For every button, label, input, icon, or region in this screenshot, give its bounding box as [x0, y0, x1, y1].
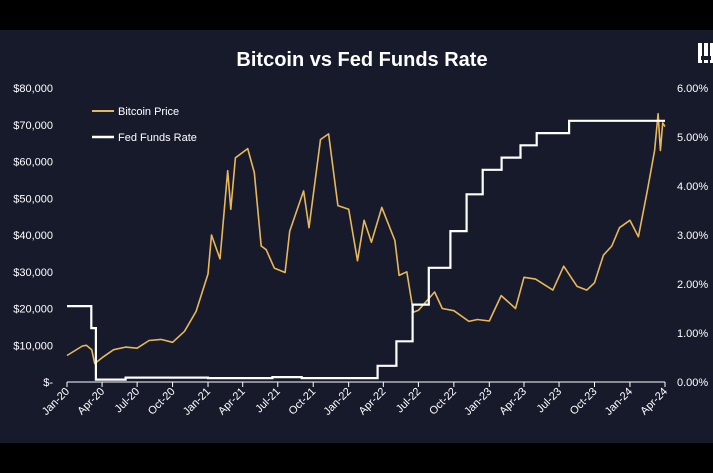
legend: Bitcoin Price Fed Funds Rate: [92, 106, 197, 144]
x-tick-label: Jul-21: [253, 386, 283, 416]
plot-area: [66, 112, 666, 381]
x-tick-label: Apr-21: [216, 386, 248, 418]
x-tick-label: Oct-20: [146, 386, 178, 418]
legend-label-fed-funds: Fed Funds Rate: [118, 132, 197, 144]
chart-frame: Bitcoin vs Fed Funds Rate $- $10,000 $20,0…: [0, 30, 713, 443]
y-right-tick-label: 0.00%: [677, 377, 708, 389]
y-right-tick-label: 2.00%: [677, 279, 708, 291]
x-tick-label: Jul-23: [534, 386, 564, 416]
x-tick-label: Jul-20: [113, 386, 143, 416]
x-tick-label: Apr-22: [357, 386, 389, 418]
y-left-tick-label: $80,000: [13, 83, 53, 95]
fed-funds-rate-line: [67, 119, 665, 381]
y-left-tick-label: $-: [43, 377, 53, 389]
y-axis-right: 0.00% 1.00% 2.00% 3.00% 4.00% 5.00% 6.00%: [677, 83, 708, 389]
x-tick-label: Apr-24: [638, 386, 670, 418]
brand-logo-icon: [698, 43, 713, 63]
y-right-tick-label: 4.00%: [677, 181, 708, 193]
x-tick-label: Apr-23: [497, 386, 529, 418]
x-tick-label: Jan-23: [462, 386, 494, 418]
y-left-tick-label: $50,000: [13, 193, 53, 205]
y-right-tick-label: 1.00%: [677, 328, 708, 340]
y-left-tick-label: $40,000: [13, 230, 53, 242]
y-left-tick-label: $20,000: [13, 304, 53, 316]
chart-title: Bitcoin vs Fed Funds Rate: [236, 49, 487, 71]
x-tick-label: Jan-20: [40, 386, 72, 418]
y-right-tick-label: 6.00%: [677, 83, 708, 95]
y-left-tick-label: $60,000: [13, 157, 53, 169]
bitcoin-price-line: [66, 112, 666, 365]
x-tick-label: Oct-23: [568, 386, 600, 418]
y-left-tick-label: $30,000: [13, 267, 53, 279]
x-axis: Jan-20 Apr-20 Jul-20 Oct-20 Jan-21 Apr-21 Jul-…: [40, 382, 670, 418]
x-tick-label: Apr-20: [75, 386, 107, 418]
y-axis-left: $- $10,000 $20,000 $30,000 $40,000 $50,000 $60…: [13, 83, 53, 389]
y-right-tick-label: 3.00%: [677, 230, 708, 242]
y-left-tick-label: $70,000: [13, 120, 53, 132]
x-tick-label: Jan-24: [603, 386, 635, 418]
x-tick-label: Jan-21: [181, 386, 213, 418]
y-right-tick-label: 5.00%: [677, 132, 708, 144]
chart: Bitcoin vs Fed Funds Rate $- $10,000 $20,0…: [13, 43, 713, 418]
x-tick-label: Jul-22: [394, 386, 424, 416]
x-tick-label: Jan-22: [322, 386, 354, 418]
y-left-tick-label: $10,000: [13, 340, 53, 352]
x-tick-label: Oct-22: [427, 386, 459, 418]
x-tick-label: Oct-21: [287, 386, 319, 418]
legend-label-bitcoin: Bitcoin Price: [118, 106, 179, 118]
